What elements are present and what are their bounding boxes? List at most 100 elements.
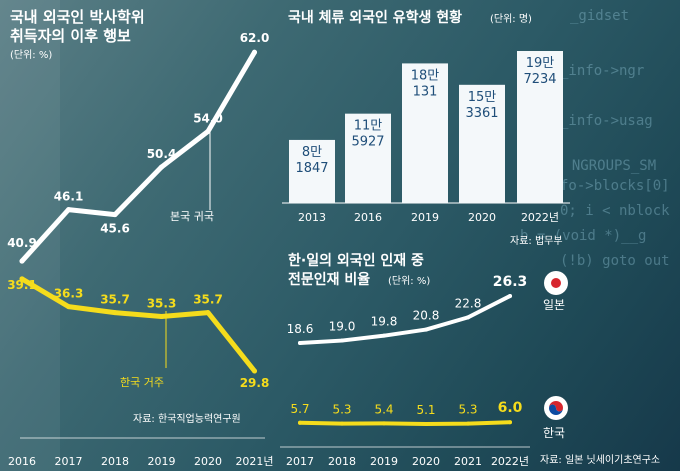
- svg-text:(!b) goto out: (!b) goto out: [560, 253, 670, 269]
- bar-title: 국내 체류 외국인 유학생 현황: [288, 9, 462, 26]
- left-point: [205, 128, 211, 134]
- ratio-point: [466, 421, 470, 426]
- left-data-label: 35.7: [193, 293, 223, 307]
- left-data-label: 35.3: [147, 297, 177, 311]
- ratio-point: [508, 294, 512, 299]
- svg-text:0; i < nblock: 0; i < nblock: [560, 203, 670, 219]
- left-point: [112, 212, 118, 218]
- ratio-data-label: 6.0: [498, 400, 523, 416]
- ratio-point: [382, 333, 386, 338]
- ratio-x-tick: 2021: [454, 455, 482, 468]
- left-data-label: 35.7: [100, 293, 130, 307]
- left-point: [66, 304, 71, 310]
- bar-x-tick: 2019: [411, 211, 439, 224]
- left-chart: 국내 외국인 박사학위 취득자의 이후 행보 (단위: %) 본국 귀국 한국 …: [7, 8, 273, 468]
- ratio-data-label: 5.3: [332, 403, 351, 417]
- left-title-line2: 취득자의 이후 행보: [10, 27, 131, 45]
- left-title-line1: 국내 외국인 박사학위: [10, 8, 145, 26]
- left-point: [112, 310, 118, 316]
- left-data-label: 29.8: [240, 376, 270, 390]
- bar-value-label: 19만: [526, 56, 555, 71]
- ratio-data-label: 19.8: [371, 315, 398, 329]
- svg-text:b = (void *)__g: b = (void *)__g: [520, 228, 646, 244]
- left-x-tick: 2020: [194, 455, 222, 468]
- bar: [459, 84, 505, 203]
- ratio-point: [466, 315, 470, 320]
- svg-text:_info->usag: _info->usag: [560, 113, 653, 129]
- left-data-label: 62.0: [240, 31, 270, 45]
- left-glow: [0, 0, 60, 471]
- bar-x-tick: 2013: [298, 211, 326, 224]
- ratio-data-label: 18.6: [287, 322, 314, 336]
- left-x-tick: 2017: [55, 455, 83, 468]
- ratio-data-label: 22.8: [455, 296, 482, 310]
- ratio-title-line2: 전문인재 비율: [288, 271, 370, 288]
- bar: [289, 139, 335, 203]
- return-home-line: [19, 49, 257, 264]
- left-data-label: 36.3: [54, 287, 84, 301]
- japan-flag-icon: [544, 271, 568, 295]
- legend-korea: 한국: [543, 426, 565, 440]
- ratio-data-label: 5.1: [416, 403, 435, 417]
- left-data-label: 45.6: [100, 222, 130, 236]
- bar-x-tick: 2020: [468, 211, 496, 224]
- ratio-point: [382, 421, 386, 426]
- left-point: [159, 314, 164, 320]
- left-point: [66, 207, 71, 213]
- left-x-tick: 2018: [101, 455, 129, 468]
- ratio-x-tick: 2017: [286, 455, 314, 468]
- ratio-point: [424, 327, 428, 332]
- annotation-stay-korea: 한국 거주: [120, 376, 164, 389]
- left-data-label: 40.9: [7, 236, 37, 250]
- bar-unit: (단위: 명): [490, 12, 532, 25]
- legend-japan: 일본: [543, 298, 565, 312]
- ratio-data-label: 19.0: [329, 320, 356, 334]
- bar: [402, 63, 448, 203]
- svg-text:_info->ngr: _info->ngr: [560, 63, 644, 79]
- ratio-point: [298, 341, 302, 345]
- ratio-unit: (단위: %): [388, 274, 430, 287]
- ratio-point: [508, 420, 512, 425]
- code-background: _gidset _info->ngr _info->usag = NGROUPS…: [520, 8, 670, 269]
- annotation-return-home: 본국 귀국: [170, 210, 214, 223]
- left-x-tick: 2021년: [235, 455, 273, 468]
- bar-x-tick: 2022년: [521, 211, 559, 224]
- ratio-chart: 한·일의 외국인 인재 중 전문인재 비율 (단위: %) 일본 한국 자료: …: [280, 252, 660, 468]
- left-x-tick: 2019: [148, 455, 176, 468]
- bar-source: 자료: 법무부: [510, 235, 563, 247]
- stay-korea-line: [19, 276, 257, 374]
- left-source: 자료: 한국직업능력연구원: [133, 412, 241, 425]
- bar-value-label: 15만: [468, 90, 497, 105]
- ratio-x-tick: 2020: [412, 455, 440, 468]
- japan-line: [298, 294, 512, 345]
- svg-text:_gidset: _gidset: [570, 8, 629, 24]
- left-data-label: 46.1: [54, 190, 84, 204]
- ratio-data-label: 5.7: [290, 402, 309, 416]
- bar: [517, 51, 563, 203]
- ratio-data-label: 5.4: [374, 402, 393, 416]
- ratio-x-tick: 2022년: [491, 455, 529, 468]
- ratio-data-label: 5.3: [458, 403, 477, 417]
- ratio-point: [424, 422, 428, 426]
- left-data-label: 39.1: [7, 278, 37, 292]
- ratio-point: [340, 338, 344, 343]
- left-point: [159, 164, 164, 170]
- korea-line: [298, 420, 512, 426]
- bar-value-label: 18만: [411, 68, 440, 83]
- svg-text:fo->blocks[0]: fo->blocks[0]: [560, 178, 670, 194]
- ratio-x-tick: 2019: [370, 455, 398, 468]
- bar-value-label: 131: [413, 84, 438, 99]
- ratio-title-line1: 한·일의 외국인 인재 중: [288, 252, 424, 269]
- left-data-label: 54.0: [193, 111, 223, 125]
- bar: [345, 113, 391, 203]
- ratio-source: 자료: 일본 닛세이기초연구소: [540, 454, 660, 466]
- bar-value-label: 3361: [465, 106, 498, 121]
- bar-x-tick: 2016: [354, 211, 382, 224]
- bar-value-label: 5927: [351, 135, 384, 150]
- bar-value-label: 8만: [302, 145, 322, 160]
- bar-value-label: 11만: [354, 119, 383, 134]
- left-point: [205, 310, 211, 316]
